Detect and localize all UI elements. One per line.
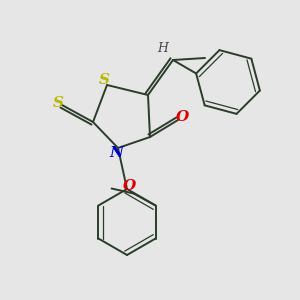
Text: O: O <box>123 178 136 193</box>
Text: H: H <box>158 41 168 55</box>
Text: S: S <box>98 73 110 87</box>
Text: S: S <box>52 96 64 110</box>
Text: N: N <box>109 146 123 160</box>
Text: O: O <box>176 110 190 124</box>
